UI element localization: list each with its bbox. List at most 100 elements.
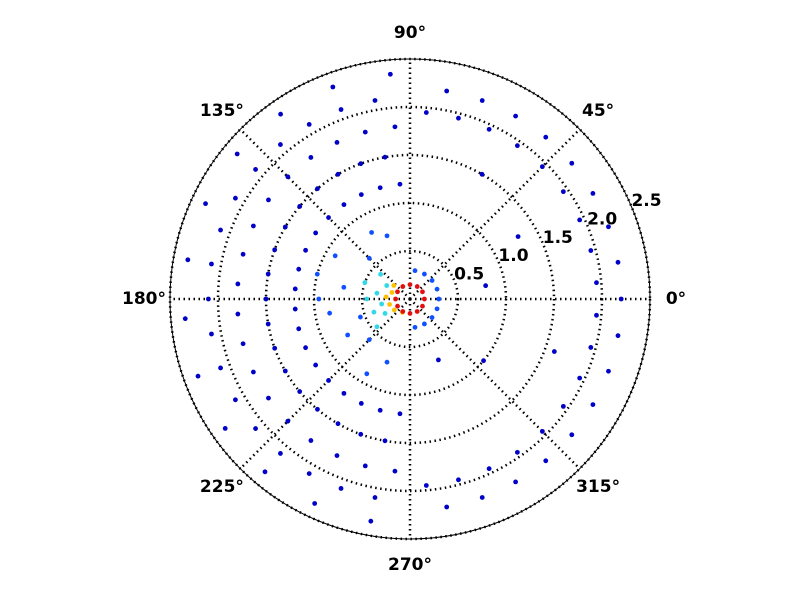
point <box>456 477 461 483</box>
point <box>335 421 341 427</box>
point <box>278 142 283 147</box>
point <box>412 324 418 330</box>
point <box>486 126 492 132</box>
point <box>327 310 333 316</box>
point <box>253 426 258 431</box>
point <box>606 224 611 230</box>
point <box>233 195 238 201</box>
point <box>313 230 319 236</box>
point <box>479 98 485 103</box>
point <box>296 266 302 272</box>
point <box>479 171 485 177</box>
point <box>203 201 208 207</box>
point <box>278 111 284 117</box>
point <box>395 289 400 295</box>
point <box>434 306 440 312</box>
point <box>444 504 450 510</box>
point <box>366 337 372 343</box>
point <box>407 282 413 287</box>
point <box>444 88 450 94</box>
point <box>513 479 518 485</box>
point <box>262 469 268 475</box>
point <box>551 349 557 354</box>
point <box>422 296 427 302</box>
point <box>479 495 485 500</box>
point <box>374 290 380 296</box>
point <box>296 326 302 332</box>
point <box>434 286 440 292</box>
point <box>234 151 240 157</box>
point <box>357 314 363 320</box>
point <box>391 307 397 313</box>
point <box>272 247 278 253</box>
point <box>539 164 545 170</box>
point <box>314 271 320 277</box>
point <box>414 284 420 289</box>
point <box>372 495 378 500</box>
point <box>379 301 385 307</box>
point <box>395 303 400 309</box>
point <box>185 257 191 263</box>
point <box>569 432 575 438</box>
point <box>297 389 303 394</box>
point <box>218 365 223 371</box>
point <box>615 259 621 265</box>
point <box>263 296 269 302</box>
point <box>378 271 383 277</box>
point <box>615 333 621 339</box>
point <box>577 375 583 381</box>
point <box>308 155 314 160</box>
point <box>392 468 398 474</box>
point <box>560 403 566 409</box>
point <box>313 362 319 368</box>
point <box>377 407 383 413</box>
point <box>315 186 320 192</box>
point <box>400 309 406 314</box>
point <box>543 458 549 464</box>
point <box>387 71 393 77</box>
point <box>233 397 238 403</box>
point <box>364 296 370 302</box>
r-tick-label: 1.5 <box>543 228 573 248</box>
point <box>362 280 368 285</box>
point <box>306 122 312 127</box>
point <box>422 271 427 277</box>
theta-tick-label: 225° <box>200 477 244 497</box>
point <box>326 215 331 220</box>
point <box>397 181 403 187</box>
point <box>486 466 492 472</box>
point <box>358 161 364 167</box>
point <box>414 309 420 314</box>
point <box>338 486 344 491</box>
point <box>265 321 271 327</box>
point <box>384 233 390 239</box>
point <box>240 251 246 257</box>
point <box>338 107 344 112</box>
point <box>539 428 545 434</box>
theta-tick-label: 0° <box>666 289 686 309</box>
plot-border <box>169 58 651 540</box>
point <box>391 283 397 288</box>
point <box>588 248 594 253</box>
point <box>543 134 549 140</box>
point <box>366 255 372 261</box>
point <box>250 223 256 229</box>
point <box>481 358 486 364</box>
r-tick-label: 0.5 <box>454 265 484 285</box>
point <box>429 315 435 320</box>
point <box>334 453 340 459</box>
grid-spoke <box>239 298 411 470</box>
point <box>423 483 429 488</box>
point <box>374 324 380 330</box>
point <box>435 357 441 363</box>
point <box>436 296 442 302</box>
point <box>515 234 521 240</box>
point <box>303 345 308 351</box>
point <box>372 98 378 103</box>
point <box>382 438 388 444</box>
point <box>420 303 425 309</box>
point <box>285 174 291 180</box>
r-tick-label: 2.5 <box>631 191 661 211</box>
grid-circle <box>360 249 460 349</box>
point <box>341 390 347 396</box>
